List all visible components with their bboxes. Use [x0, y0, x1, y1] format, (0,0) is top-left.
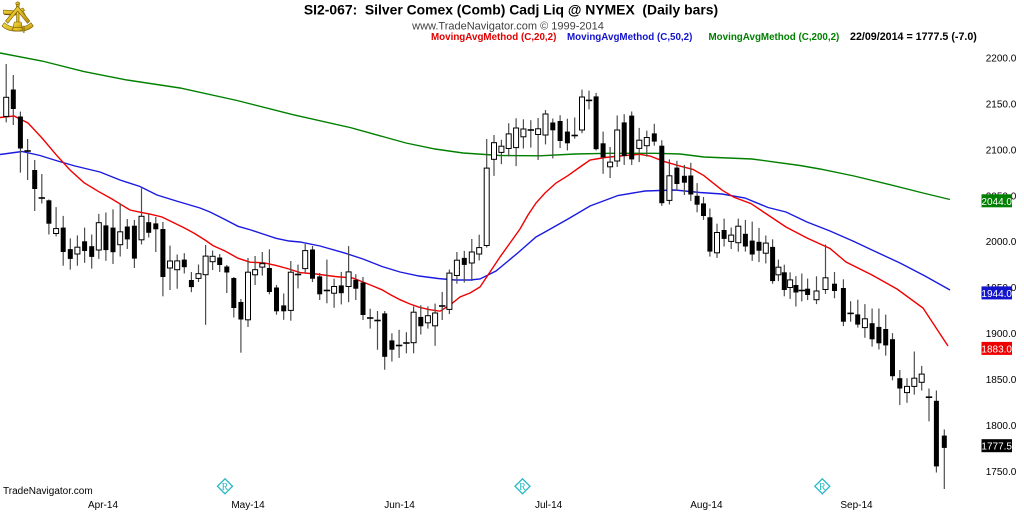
svg-text:MovingAvgMethod (C,50,2): MovingAvgMethod (C,50,2) — [567, 32, 692, 43]
svg-text:2000.0: 2000.0 — [986, 237, 1017, 248]
svg-text:R: R — [819, 482, 826, 493]
svg-text:1750.0: 1750.0 — [986, 467, 1017, 478]
svg-text:May-14: May-14 — [231, 500, 265, 511]
svg-text:2200.0: 2200.0 — [986, 54, 1017, 65]
svg-text:1883.0: 1883.0 — [981, 344, 1012, 355]
svg-text:Sep-14: Sep-14 — [840, 500, 873, 511]
svg-text:1777.5: 1777.5 — [981, 442, 1012, 453]
svg-text:2044.0: 2044.0 — [981, 197, 1012, 208]
svg-text:Apr-14: Apr-14 — [88, 500, 118, 511]
svg-text:MovingAvgMethod (C,20,2): MovingAvgMethod (C,20,2) — [431, 32, 556, 43]
svg-text:SI2-067: Silver Comex (Comb): SI2-067: Silver Comex (Comb) Cadj Liq @ … — [304, 2, 718, 18]
svg-text:1900.0: 1900.0 — [986, 329, 1017, 340]
svg-text:1850.0: 1850.0 — [986, 375, 1017, 386]
svg-text:www.TradeNavigator.com © 1999-: www.TradeNavigator.com © 1999-2014 — [411, 21, 604, 33]
svg-text:2100.0: 2100.0 — [986, 145, 1017, 156]
svg-text:R: R — [222, 482, 229, 493]
svg-text:Jun-14: Jun-14 — [384, 500, 415, 511]
svg-text:R: R — [519, 482, 526, 493]
svg-text:TradeNavigator.com: TradeNavigator.com — [3, 486, 93, 497]
svg-text:Aug-14: Aug-14 — [690, 500, 723, 511]
svg-text:2150.0: 2150.0 — [986, 99, 1017, 110]
svg-text:22/09/2014 = 1777.5 (-7.0): 22/09/2014 = 1777.5 (-7.0) — [850, 31, 977, 43]
svg-text:MovingAvgMethod (C,200,2): MovingAvgMethod (C,200,2) — [709, 32, 840, 43]
svg-text:Jul-14: Jul-14 — [535, 500, 563, 511]
svg-text:1944.0: 1944.0 — [981, 289, 1012, 300]
svg-text:1800.0: 1800.0 — [986, 421, 1017, 432]
